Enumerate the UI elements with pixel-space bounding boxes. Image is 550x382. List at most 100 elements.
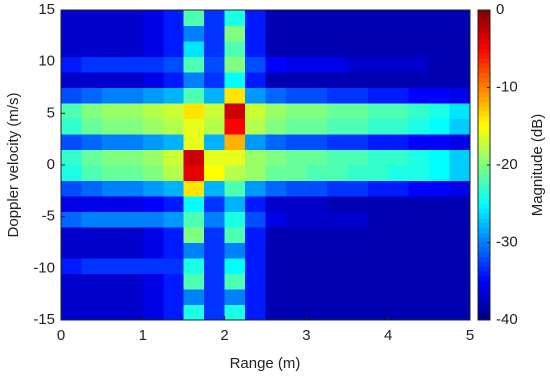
heatmap-cell	[183, 211, 205, 228]
heatmap-cell	[408, 242, 430, 259]
heatmap-cell	[285, 273, 307, 290]
heatmap-cell	[347, 10, 369, 26]
heatmap-cell	[388, 258, 410, 274]
colorbar-tick-label: 0	[496, 1, 504, 18]
heatmap-cell	[122, 41, 144, 57]
heatmap-cell	[408, 165, 430, 181]
heatmap-cell	[204, 289, 226, 305]
heatmap-cell	[81, 273, 103, 290]
heatmap-cell	[204, 41, 226, 57]
heatmap-cell	[367, 134, 389, 150]
heatmap-cell	[306, 134, 328, 150]
heatmap-cell	[429, 289, 451, 305]
heatmap-cell	[224, 87, 246, 104]
colorbar-swatch	[478, 194, 490, 200]
heatmap-cell	[388, 149, 410, 166]
colorbar-label: Magnitude (dB)	[529, 114, 546, 217]
heatmap-cell	[183, 72, 205, 88]
heatmap-cell	[326, 25, 348, 42]
heatmap-cell	[306, 118, 328, 135]
heatmap-cell	[285, 304, 307, 321]
heatmap-cell	[142, 56, 164, 73]
heatmap-cell	[81, 72, 103, 88]
heatmap-cell	[245, 304, 266, 321]
colorbar-swatch	[478, 271, 490, 277]
heatmap-cell	[163, 118, 185, 135]
heatmap-cell	[388, 103, 410, 119]
heatmap-cell	[347, 72, 369, 88]
heatmap-cell	[122, 134, 144, 150]
heatmap-cell	[429, 258, 451, 274]
heatmap-cell	[285, 211, 307, 228]
heatmap-cell	[61, 289, 82, 305]
heatmap-cell	[408, 72, 430, 88]
heatmap-cell	[204, 304, 226, 321]
heatmap-cell	[224, 72, 246, 88]
heatmap-cell	[347, 103, 369, 119]
heatmap-cell	[142, 87, 164, 104]
heatmap-cell	[142, 165, 164, 181]
heatmap-cell	[367, 72, 389, 88]
heatmap-cell	[122, 25, 144, 42]
heatmap-cell	[183, 196, 205, 212]
heatmap-cell	[101, 10, 123, 26]
heatmap-cell	[122, 165, 144, 181]
colorbar-swatch	[478, 266, 490, 273]
heatmap-cell	[81, 118, 103, 135]
heatmap-cell	[285, 242, 307, 259]
heatmap-cell	[81, 242, 103, 259]
heatmap-cell	[163, 211, 185, 228]
heatmap-cell	[367, 304, 389, 321]
heatmap-cell	[101, 273, 123, 290]
heatmap-cell	[101, 103, 123, 119]
heatmap-cell	[306, 304, 328, 321]
heatmap-cell	[142, 72, 164, 88]
heatmap-cell	[204, 72, 226, 88]
heatmap-cell	[449, 149, 471, 166]
heatmap-cell	[163, 258, 185, 274]
colorbar-swatch	[478, 116, 490, 122]
heatmap-cell	[326, 103, 348, 119]
heatmap-cell	[81, 10, 103, 26]
y-tick-label: -5	[42, 208, 55, 225]
colorbar-tick-label: -30	[496, 233, 518, 250]
heatmap-cell	[408, 25, 430, 42]
heatmap-cell	[429, 118, 451, 135]
heatmap-cell	[61, 118, 82, 135]
heatmap-cell	[347, 242, 369, 259]
colorbar-swatch	[478, 150, 490, 156]
heatmap-cell	[245, 25, 266, 42]
heatmap-cell	[326, 258, 348, 274]
heatmap-cell	[265, 10, 287, 26]
heatmap-cell	[367, 227, 389, 243]
heatmap-cell	[224, 149, 246, 166]
colorbar-swatch	[478, 14, 490, 21]
y-tick-label: 10	[38, 53, 55, 70]
heatmap-cell	[183, 149, 205, 166]
heatmap-cell	[326, 196, 348, 212]
colorbar-swatch	[478, 155, 490, 161]
x-tick-label: 4	[384, 327, 392, 344]
x-tick-label: 3	[302, 327, 310, 344]
heatmap-cell	[306, 196, 328, 212]
colorbar-tick-label: -20	[496, 156, 518, 173]
colorbar-swatch	[478, 295, 490, 302]
heatmap-cell	[367, 103, 389, 119]
heatmap-cell	[245, 41, 266, 57]
heatmap-cell	[163, 304, 185, 321]
heatmap-cell	[285, 10, 307, 26]
colorbar-tick-label: -10	[496, 78, 518, 95]
heatmap-cell	[224, 242, 246, 259]
heatmap-cell	[183, 118, 205, 135]
heatmap-cell	[122, 56, 144, 73]
heatmap-cell	[347, 149, 369, 166]
heatmap-cell	[306, 10, 328, 26]
heatmap-cell	[101, 149, 123, 166]
heatmap-cell	[61, 273, 82, 290]
heatmap-cell	[101, 227, 123, 243]
colorbar-swatch	[478, 53, 490, 59]
heatmap-cell	[449, 134, 471, 150]
colorbar-swatch	[478, 92, 490, 98]
heatmap-cell	[265, 304, 287, 321]
colorbar-swatch	[478, 208, 490, 214]
